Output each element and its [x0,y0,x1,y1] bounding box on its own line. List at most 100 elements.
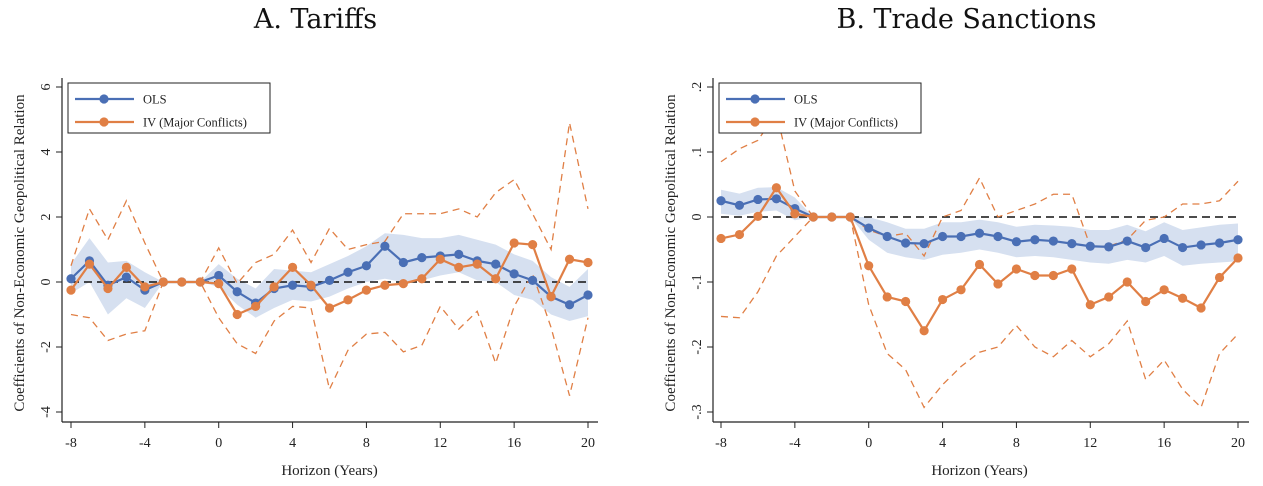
ols-point [1048,236,1058,246]
ols-point [121,272,131,282]
ols-point [509,269,519,279]
iv-point [232,309,242,320]
iv-point [509,238,519,248]
y-tick-label: -2 [39,341,54,353]
ols-point [1030,235,1040,245]
ols-point [937,231,948,242]
iv-point [790,209,800,219]
iv-point [583,257,593,268]
ols-point [864,223,874,233]
iv-point [435,254,445,264]
iv-point [398,279,408,289]
iv-point [140,282,150,292]
legend: OLS IV (Major Conflicts) [67,82,271,134]
legend-label-iv: IV (Major Conflicts) [143,116,247,130]
y-tick-label: 4 [39,149,54,156]
y-tick-label: 6 [39,84,54,91]
iv-point [956,285,966,295]
iv-point [564,254,575,264]
ols-point [771,194,781,204]
ols-point [919,239,929,249]
iv-point [919,326,929,336]
iv-ci-upper-line [70,122,589,285]
ols-point [956,231,966,242]
x-tick-label: 4 [289,436,296,451]
iv-point [251,301,261,311]
iv-point [306,280,316,290]
y-tick-label: -.3 [690,404,705,419]
ols-point [454,249,464,259]
iv-point [454,262,464,272]
ols-point [1067,239,1077,249]
ols-point [324,275,335,285]
iv-ci-upper-line [720,111,1239,258]
iv-point [993,279,1003,289]
ols-point [287,280,298,290]
panel-trade-sanctions: B. Trade Sanctions -8 -4 0 4 8 12 16 20 -.3 -.2 -.… [651,0,1263,486]
legend-label-iv: IV (Major Conflicts) [794,116,898,130]
y-axis-title: Coefficients of Non-Economic Geopolitica… [663,94,679,412]
chart-title: B. Trade Sanctions [836,4,1097,35]
x-tick-label: 0 [215,436,222,451]
iv-point [528,240,538,250]
ols-point [343,267,353,277]
ols-point [882,231,892,242]
x-tick-label: 20 [1231,436,1245,451]
iv-point [1122,277,1132,287]
ols-point [232,287,242,297]
iv-point [214,279,224,289]
iv-ci-lower-line [70,272,589,396]
y-axis-title: Coefficients of Non-Economic Geopolitica… [12,94,28,412]
x-tick-label: 8 [363,436,370,451]
iv-point [343,295,353,305]
iv-point [324,303,335,313]
ols-point [734,200,745,210]
y-tick-label: .2 [690,82,705,93]
iv-point [901,296,911,307]
iv-point [1104,292,1114,302]
ols-point [753,194,763,205]
x-tick-label: 16 [507,436,521,451]
y-tick-label: 2 [39,214,54,221]
iv-point [546,292,556,302]
iv-point [937,294,948,305]
x-axis-title: Horizon (Years) [281,463,377,479]
ols-confidence-band [721,187,1238,266]
x-tick-label: -4 [139,436,151,451]
iv-point [195,277,205,287]
legend-marker-iv [99,117,109,127]
ols-point [417,253,427,263]
iv-point [1178,293,1188,303]
x-tick-label: -4 [789,436,801,451]
ols-point [1085,241,1095,251]
legend: OLS IV (Major Conflicts) [718,82,922,134]
iv-ci-lower-line [720,216,1239,409]
x-tick-label: -8 [65,436,77,451]
iv-point [472,259,482,269]
x-tick-label: -8 [715,436,727,451]
x-axis-title: Horizon (Years) [931,463,1027,479]
x-tick-label: 12 [433,436,447,451]
iv-point [808,212,818,222]
y-tick-label: -.1 [690,274,705,289]
x-tick-label: 8 [1013,436,1020,451]
legend-marker-ols [99,94,109,104]
iv-point [66,285,76,295]
legend-label-ols: OLS [794,93,818,107]
tariffs-chart: -8 -4 0 4 8 12 16 20 -4 -2 0 2 4 6 Horizon (Years) Coef… [12,78,598,479]
x-tick-label: 0 [865,436,872,451]
legend-marker-iv [750,117,760,127]
ols-point [716,196,726,206]
x-tick-label: 20 [581,436,595,451]
iv-point [1085,300,1095,310]
ols-point [1104,242,1114,252]
iv-point [1048,270,1058,281]
iv-point [1011,264,1022,274]
legend-marker-ols [750,94,760,104]
ols-point [1233,235,1243,245]
iv-point [845,212,855,222]
iv-point [716,233,726,244]
iv-point [121,262,131,272]
y-tick-label: .1 [690,147,705,158]
iv-point [1233,253,1243,263]
